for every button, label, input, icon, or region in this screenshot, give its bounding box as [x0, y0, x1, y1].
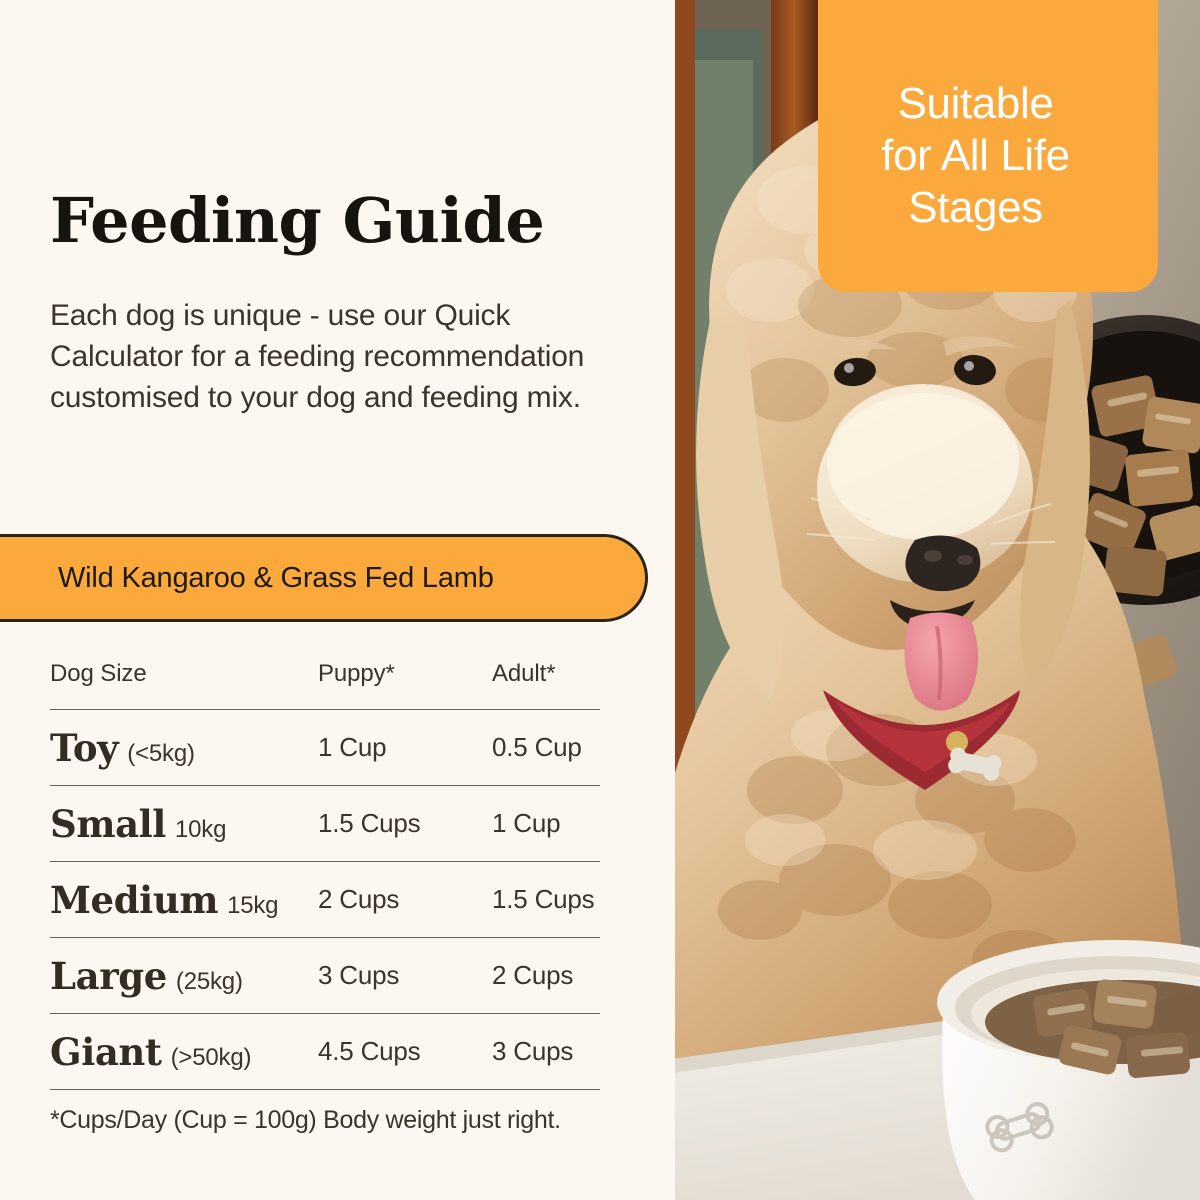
intro-paragraph: Each dog is unique - use our Quick Calcu… — [50, 299, 585, 414]
dog-size-name: Toy — [50, 725, 119, 770]
life-stage-badge: Suitable for All Life Stages — [818, 0, 1158, 292]
cell-adult-amount: 1.5 Cups — [492, 884, 595, 914]
dog-size-weight: (25kg) — [175, 967, 243, 995]
column-header-adult: Adult* — [492, 660, 556, 687]
cell-puppy-amount: 3 Cups — [318, 960, 400, 990]
cell-dog-size: Small 10kg — [50, 802, 318, 846]
dog-size-name: Large — [50, 953, 167, 998]
dog-size-weight: 10kg — [174, 815, 227, 843]
page-title: Feeding Guide — [50, 184, 545, 257]
cell-dog-size: Large (25kg) — [50, 954, 318, 998]
cell-dog-size: Toy (<5kg) — [50, 726, 318, 770]
cell-dog-size: Medium 15kg — [50, 878, 318, 922]
product-banner-label: Wild Kangaroo & Grass Fed Lamb — [58, 561, 494, 594]
product-banner: Wild Kangaroo & Grass Fed Lamb — [0, 534, 648, 622]
dog-size-weight: 15kg — [227, 891, 279, 919]
left-content-panel: Feeding Guide Each dog is unique - use o… — [0, 184, 648, 1134]
dog-size-weight: (>50kg) — [170, 1043, 252, 1071]
cell-adult-amount: 0.5 Cup — [492, 732, 582, 762]
column-header-puppy: Puppy* — [318, 660, 395, 687]
table-row: Small 10kg 1.5 Cups 1 Cup — [50, 786, 600, 862]
table-row: Medium 15kg 2 Cups 1.5 Cups — [50, 862, 600, 938]
table-row: Large (25kg) 3 Cups 2 Cups — [50, 938, 600, 1014]
cell-dog-size: Giant (>50kg) — [50, 1030, 318, 1074]
dog-size-name: Medium — [50, 877, 219, 922]
table-row: Toy (<5kg) 1 Cup 0.5 Cup — [50, 710, 600, 786]
cell-puppy-amount: 1.5 Cups — [318, 808, 421, 838]
table-header-row: Dog Size Puppy* Adult* — [50, 660, 600, 710]
cell-adult-amount: 3 Cups — [492, 1036, 574, 1066]
column-header-dog-size: Dog Size — [50, 660, 147, 687]
feeding-table: Dog Size Puppy* Adult* Toy (<5kg) 1 Cup … — [50, 660, 600, 1090]
dog-size-weight: (<5kg) — [127, 739, 195, 767]
life-stage-badge-label: Suitable for All Life Stages — [881, 79, 1070, 233]
table-footnote: *Cups/Day (Cup = 100g) Body weight just … — [50, 1106, 561, 1134]
dog-size-name: Small — [50, 801, 166, 846]
cell-adult-amount: 1 Cup — [492, 808, 561, 838]
dog-size-name: Giant — [50, 1029, 162, 1074]
table-row: Giant (>50kg) 4.5 Cups 3 Cups — [50, 1014, 600, 1090]
cell-adult-amount: 2 Cups — [492, 960, 574, 990]
cell-puppy-amount: 2 Cups — [318, 884, 400, 914]
cell-puppy-amount: 4.5 Cups — [318, 1036, 421, 1066]
cell-puppy-amount: 1 Cup — [318, 732, 387, 762]
